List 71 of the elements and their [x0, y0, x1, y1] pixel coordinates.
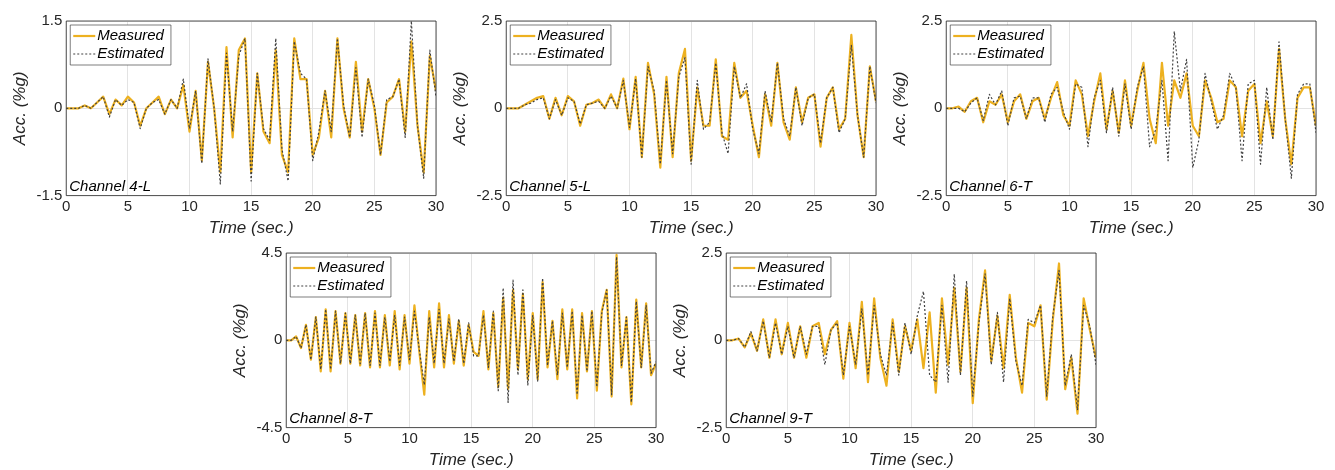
legend-label: Estimated [757, 276, 825, 294]
x-tick-label: 25 [806, 196, 823, 214]
x-axis-title: Time (sec.) [208, 217, 294, 237]
y-axis-title: Acc. (%g) [669, 303, 689, 379]
annotation: Channel 8-T [289, 409, 374, 427]
y-tick-label: 0 [493, 98, 503, 116]
annotation: Channel 9-T [729, 409, 814, 427]
legend-label: Measured [97, 26, 165, 44]
x-tick-label: 10 [621, 196, 638, 214]
x-tick-label: 20 [304, 196, 322, 214]
x-tick-label: 5 [563, 196, 573, 214]
x-axis-title: Time (sec.) [868, 449, 954, 469]
x-tick-label: 30 [1087, 428, 1105, 446]
y-tick-label: 0 [53, 98, 63, 116]
x-tick-label: 10 [841, 428, 858, 446]
y-tick-label: -4.5 [256, 417, 283, 435]
legend-label: Estimated [97, 44, 165, 62]
x-tick-label: 5 [1003, 196, 1013, 214]
x-tick-label: 20 [524, 428, 542, 446]
y-axis-title: Acc. (%g) [229, 303, 249, 379]
x-tick-label: 30 [1307, 196, 1325, 214]
x-tick-label: 15 [902, 428, 920, 446]
y-tick-label: -2.5 [476, 185, 503, 203]
x-tick-label: 15 [242, 196, 260, 214]
y-tick-label: 0 [273, 330, 283, 348]
x-tick-label: 25 [366, 196, 383, 214]
x-axis-title: Time (sec.) [428, 449, 514, 469]
y-axis-title: Acc. (%g) [449, 71, 469, 147]
y-tick-label: -1.5 [36, 185, 63, 203]
legend-label: Estimated [317, 276, 385, 294]
y-tick-label: 4.5 [261, 243, 283, 261]
x-tick-label: 20 [964, 428, 982, 446]
x-tick-label: 30 [647, 428, 665, 446]
x-tick-label: 5 [123, 196, 133, 214]
x-tick-label: 30 [867, 196, 885, 214]
x-tick-label: 20 [1184, 196, 1202, 214]
x-tick-label: 15 [682, 196, 700, 214]
annotation: Channel 6-T [949, 177, 1034, 195]
y-tick-label: -2.5 [916, 185, 943, 203]
y-tick-label: 0 [933, 98, 943, 116]
legend-label: Measured [757, 258, 825, 276]
x-tick-label: 25 [1246, 196, 1263, 214]
x-axis-title: Time (sec.) [1088, 217, 1174, 237]
y-tick-label: 2.5 [921, 11, 943, 29]
y-tick-label: -2.5 [696, 417, 723, 435]
legend-label: Estimated [537, 44, 605, 62]
x-tick-label: 10 [1061, 196, 1078, 214]
x-tick-label: 10 [181, 196, 198, 214]
y-tick-label: 2.5 [701, 243, 723, 261]
x-axis-title: Time (sec.) [648, 217, 734, 237]
legend-label: Estimated [977, 44, 1045, 62]
annotation: Channel 4-L [69, 177, 151, 195]
x-tick-label: 25 [586, 428, 603, 446]
x-tick-label: 10 [401, 428, 418, 446]
legend-label: Measured [977, 26, 1045, 44]
x-tick-label: 15 [462, 428, 480, 446]
x-tick-label: 30 [427, 196, 445, 214]
legend-label: Measured [537, 26, 605, 44]
x-tick-label: 15 [1122, 196, 1140, 214]
y-tick-label: 0 [713, 330, 723, 348]
x-tick-label: 5 [343, 428, 353, 446]
y-axis-title: Acc. (%g) [9, 71, 29, 147]
annotation: Channel 5-L [509, 177, 591, 195]
y-axis-title: Acc. (%g) [889, 71, 909, 147]
x-tick-label: 20 [744, 196, 762, 214]
x-tick-label: 25 [1026, 428, 1043, 446]
y-tick-label: 2.5 [481, 11, 503, 29]
x-tick-label: 5 [783, 428, 793, 446]
line-series [946, 30, 1316, 179]
y-tick-label: 1.5 [41, 11, 63, 29]
legend-label: Measured [317, 258, 385, 276]
